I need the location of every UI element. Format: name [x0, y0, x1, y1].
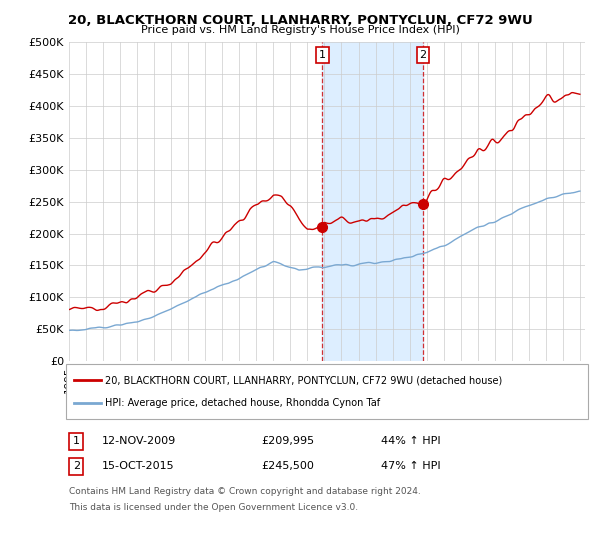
- Text: 20, BLACKTHORN COURT, LLANHARRY, PONTYCLUN, CF72 9WU (detached house): 20, BLACKTHORN COURT, LLANHARRY, PONTYCL…: [105, 375, 502, 385]
- Text: Contains HM Land Registry data © Crown copyright and database right 2024.: Contains HM Land Registry data © Crown c…: [69, 487, 421, 496]
- Text: 47% ↑ HPI: 47% ↑ HPI: [381, 461, 440, 472]
- Text: This data is licensed under the Open Government Licence v3.0.: This data is licensed under the Open Gov…: [69, 503, 358, 512]
- Text: 1: 1: [319, 50, 326, 60]
- Text: 2: 2: [419, 50, 427, 60]
- Text: Price paid vs. HM Land Registry's House Price Index (HPI): Price paid vs. HM Land Registry's House …: [140, 25, 460, 35]
- Text: 44% ↑ HPI: 44% ↑ HPI: [381, 436, 440, 446]
- Text: 1: 1: [73, 436, 80, 446]
- Bar: [322, 42, 423, 361]
- Text: 20, BLACKTHORN COURT, LLANHARRY, PONTYCLUN, CF72 9WU: 20, BLACKTHORN COURT, LLANHARRY, PONTYCL…: [68, 14, 532, 27]
- Text: £245,500: £245,500: [261, 461, 314, 472]
- Text: 15-OCT-2015: 15-OCT-2015: [102, 461, 175, 472]
- Text: 12-NOV-2009: 12-NOV-2009: [102, 436, 176, 446]
- Text: HPI: Average price, detached house, Rhondda Cynon Taf: HPI: Average price, detached house, Rhon…: [105, 398, 380, 408]
- Text: £209,995: £209,995: [261, 436, 314, 446]
- Text: 2: 2: [73, 461, 80, 472]
